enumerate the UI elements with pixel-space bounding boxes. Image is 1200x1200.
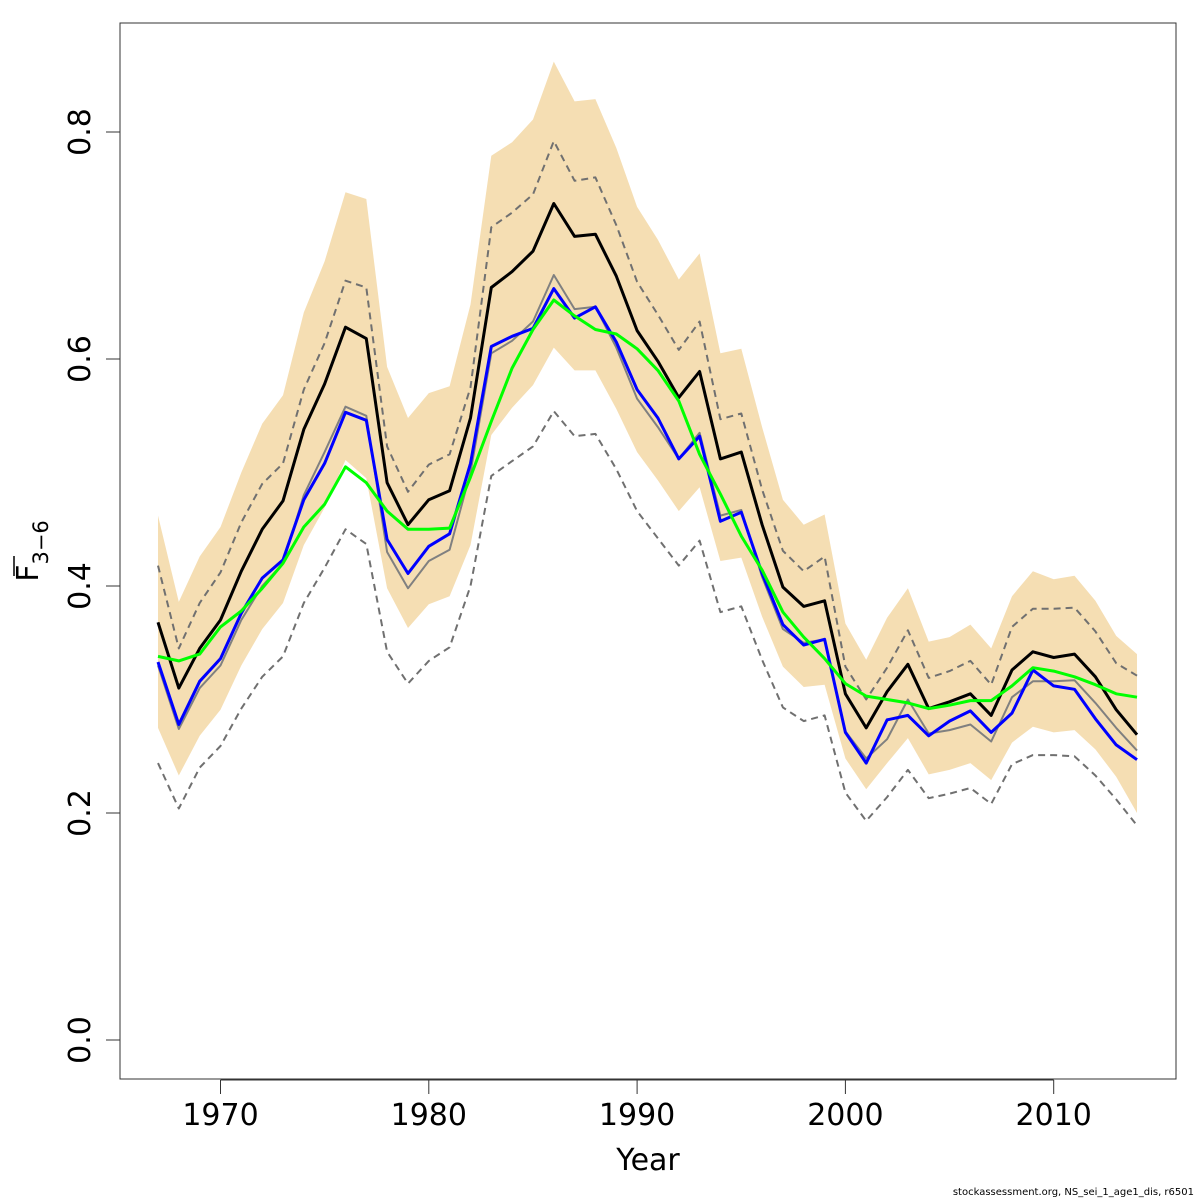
svg-text:F3−6: F3−6: [11, 520, 53, 582]
x-tick-label-2010: 2010: [1016, 1098, 1092, 1133]
y-tick-label-0.2: 0.2: [63, 789, 98, 837]
x-tick-label-1980: 1980: [391, 1098, 467, 1133]
confidence-band: [158, 61, 1137, 814]
series-line-1: [157, 140, 1138, 701]
footer-credit: stockassessment.org, NS_sei_1_age1_dis, …: [952, 1187, 1194, 1198]
y-axis-title-main: F: [11, 565, 46, 582]
series-line-4: [156, 202, 1139, 736]
y-tick-label-0.6: 0.6: [63, 335, 98, 383]
y-tick-label-0.4: 0.4: [63, 562, 98, 610]
x-axis-title: Year: [615, 1143, 680, 1178]
y-axis-title-subscript: 3−6: [29, 520, 53, 564]
x-tick-label-2000: 2000: [807, 1098, 883, 1133]
series-layer: [156, 140, 1139, 827]
series-line-3: [157, 274, 1138, 760]
y-tick-label-0.0: 0.0: [63, 1016, 98, 1064]
x-tick-label-1990: 1990: [599, 1098, 675, 1133]
confidence-band-layer: [158, 61, 1137, 814]
x-tick-label-1970: 1970: [182, 1098, 258, 1133]
y-axis-title: F3−6: [11, 520, 53, 582]
series-line-5: [156, 287, 1138, 765]
series-line-2: [157, 410, 1138, 827]
axis-layer: 1970 1980 1990 2000 2010 0.0 0.2 0.4 0.6 0.8: [63, 108, 1092, 1133]
series-line-6: [157, 298, 1138, 711]
y-tick-label-0.8: 0.8: [63, 108, 98, 156]
